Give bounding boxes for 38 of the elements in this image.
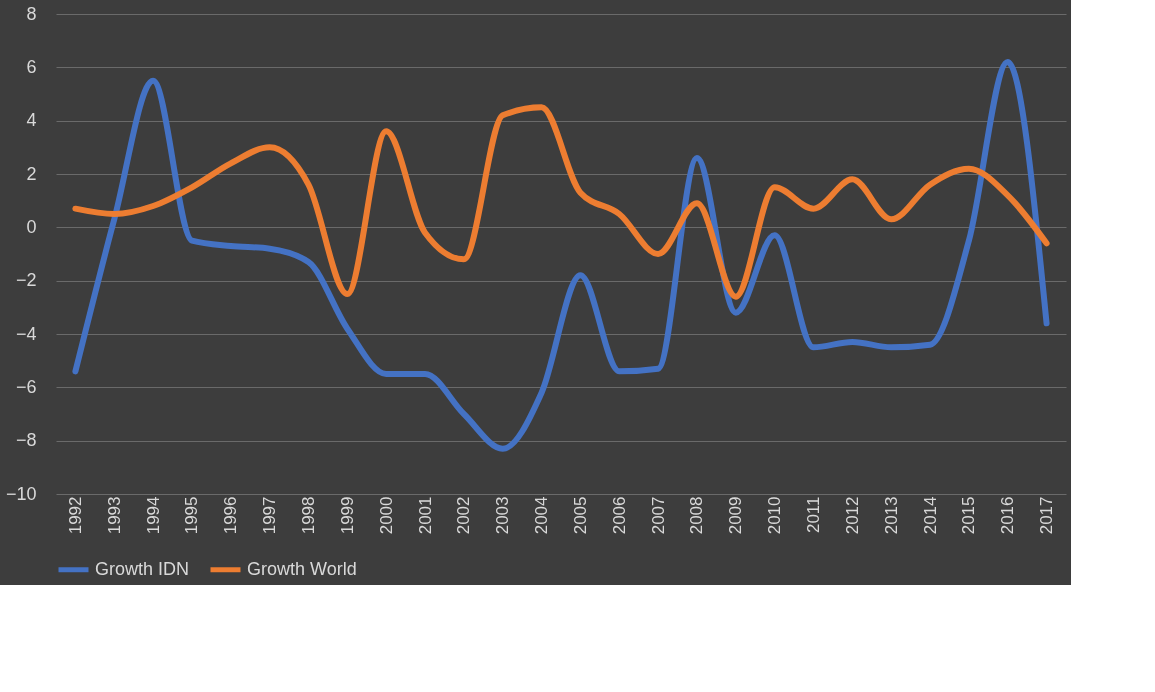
legend-label: Growth World — [247, 558, 357, 579]
x-tick-label: 1997 — [260, 496, 280, 535]
x-tick-label: 2015 — [959, 496, 979, 535]
x-tick-label: 1992 — [65, 496, 85, 535]
x-tick-label: 2008 — [687, 496, 707, 535]
y-tick-label: −6 — [15, 376, 37, 397]
y-tick-label: −2 — [15, 270, 37, 291]
y-tick-label: 0 — [26, 216, 37, 237]
x-tick-label: 2000 — [376, 496, 396, 535]
x-tick-label: 2010 — [765, 496, 785, 535]
x-tick-label: 1998 — [299, 496, 318, 535]
x-tick-label: 2002 — [454, 496, 474, 535]
y-tick-label: −4 — [15, 323, 37, 344]
x-tick-label: 2012 — [842, 496, 862, 535]
x-tick-label: 2001 — [415, 496, 435, 535]
x-tick-label: 2009 — [726, 496, 746, 535]
y-tick-label: 8 — [26, 3, 37, 24]
x-tick-label: 2016 — [998, 496, 1018, 535]
x-tick-label: 2006 — [609, 496, 629, 535]
x-tick-label: 1995 — [182, 496, 202, 535]
legend-label: Growth IDN — [95, 558, 190, 579]
x-tick-label: 2007 — [648, 496, 668, 535]
x-tick-label: 2011 — [804, 496, 823, 534]
x-tick-label: 1996 — [221, 496, 241, 535]
x-tick-label: 1999 — [337, 496, 357, 535]
y-tick-label: −10 — [5, 483, 37, 504]
x-tick-label: 2014 — [920, 496, 940, 535]
x-tick-label: 2013 — [881, 496, 901, 535]
x-tick-label: 2005 — [570, 496, 590, 535]
y-tick-label: 4 — [26, 110, 37, 131]
x-tick-label: 2003 — [493, 496, 513, 535]
y-tick-label: 2 — [26, 163, 37, 184]
x-tick-label: 1994 — [143, 496, 163, 535]
x-tick-label: 2004 — [532, 496, 552, 535]
y-tick-label: −8 — [15, 430, 37, 451]
x-tick-label: 1993 — [104, 496, 124, 535]
y-tick-label: 6 — [26, 56, 37, 77]
x-tick-label: 2017 — [1037, 496, 1057, 535]
